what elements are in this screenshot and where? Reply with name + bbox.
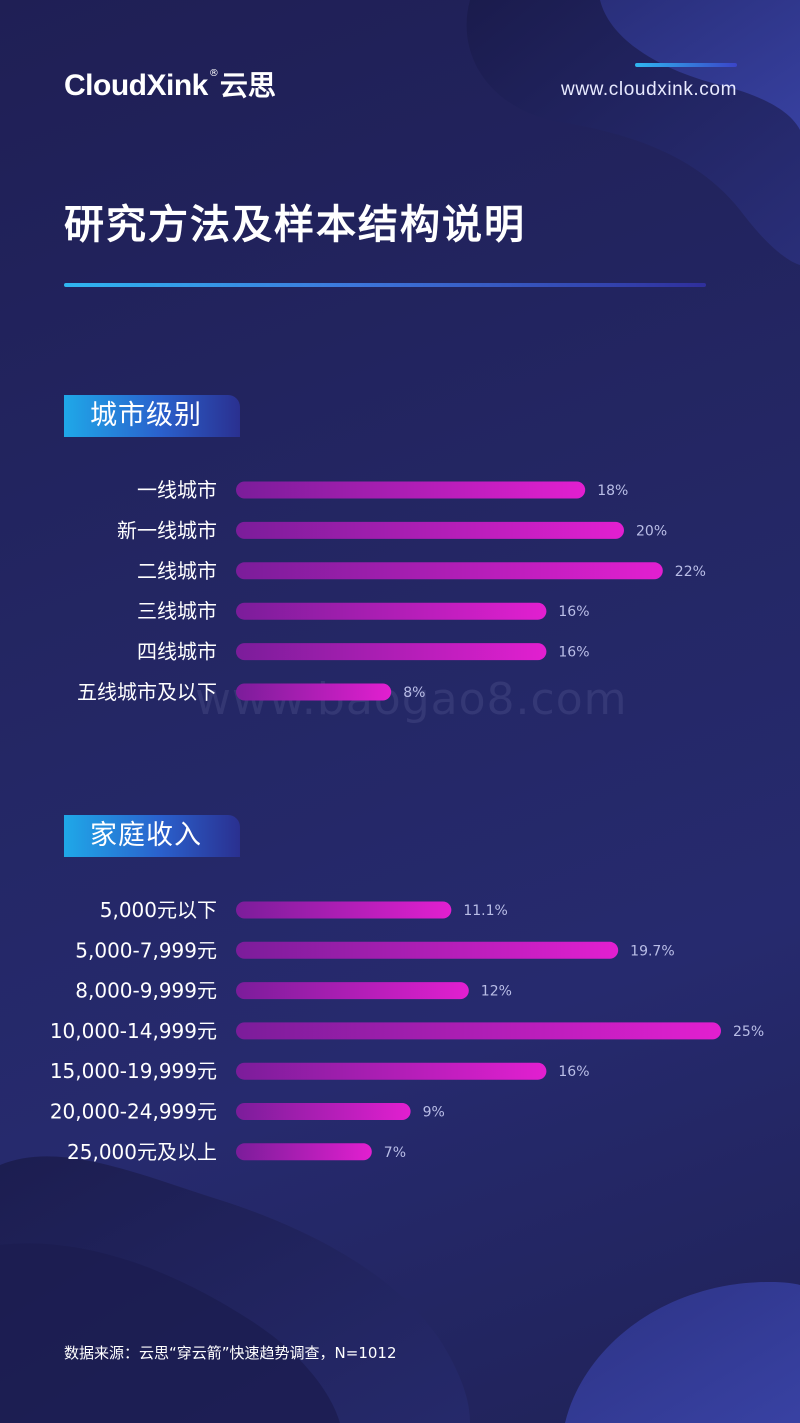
income-value-label: 19.7% [630,943,674,959]
city-category-label: 新一线城市 [117,518,217,542]
data-source-note: 数据来源：云思“穿云箭”快速趋势调查，N=1012 [64,1344,397,1362]
income-bar [236,1022,721,1040]
income-value-label: 25% [733,1024,764,1040]
city-bar [236,643,547,661]
income-bar [236,982,469,1000]
brand-name: CloudXink [64,69,208,102]
income-category-label: 10,000-14,999元 [50,1019,217,1043]
city-category-label: 二线城市 [137,559,217,583]
city-category-label: 三线城市 [137,599,217,623]
site-url: www.cloudxink.com [561,79,737,100]
income-value-label: 7% [384,1145,406,1161]
brand-logo: CloudXink ® 云思 [64,68,276,104]
income-category-label: 15,000-19,999元 [50,1059,217,1083]
income-category-label: 8,000-9,999元 [75,979,217,1003]
city-bar [236,683,392,701]
section-title-city: 城市级别 [90,400,202,431]
section-tag-income: 家庭收入 [64,815,240,857]
income-bar [236,1062,547,1080]
income-category-label: 25,000元及以上 [67,1140,217,1164]
income-value-label: 12% [481,984,512,1000]
city-value-label: 18% [597,483,628,499]
section-tag-city: 城市级别 [64,395,240,437]
city-value-label: 8% [403,685,425,701]
city-value-label: 16% [558,604,589,620]
income-bar [236,1103,411,1120]
city-value-label: 22% [675,564,706,580]
chart-household-income: 5,000元以下 11.1% 5,000-7,999元 19.7% 8,000-9,99… [50,898,764,1164]
income-category-label: 5,000-7,999元 [75,938,217,962]
section-title-income: 家庭收入 [90,820,202,851]
brand-name-cn: 云思 [219,69,276,102]
city-bar [236,481,586,499]
city-category-label: 一线城市 [137,478,217,502]
city-bar [236,602,547,620]
income-category-label: 5,000元以下 [100,898,217,922]
chart-city-level: 一线城市 18% 新一线城市 20% 二线城市 22% 三线城市 16% 四线城市 16% 五线城市… [77,478,706,704]
top-accent-line [635,63,737,67]
city-bar [236,521,624,539]
city-bar [236,562,663,580]
income-value-label: 11.1% [463,903,507,919]
title-divider [64,283,706,287]
city-value-label: 16% [558,645,589,661]
income-value-label: 9% [423,1105,445,1121]
city-category-label: 四线城市 [137,640,217,664]
city-category-label: 五线城市及以下 [77,680,217,704]
registered-mark: ® [208,68,219,79]
income-bar [236,941,619,959]
income-bar [236,1143,372,1161]
page-title: 研究方法及样本结构说明 [64,202,526,248]
income-value-label: 16% [558,1064,589,1080]
city-value-label: 20% [636,523,667,539]
income-category-label: 20,000-24,999元 [50,1100,217,1124]
income-bar [236,901,452,919]
